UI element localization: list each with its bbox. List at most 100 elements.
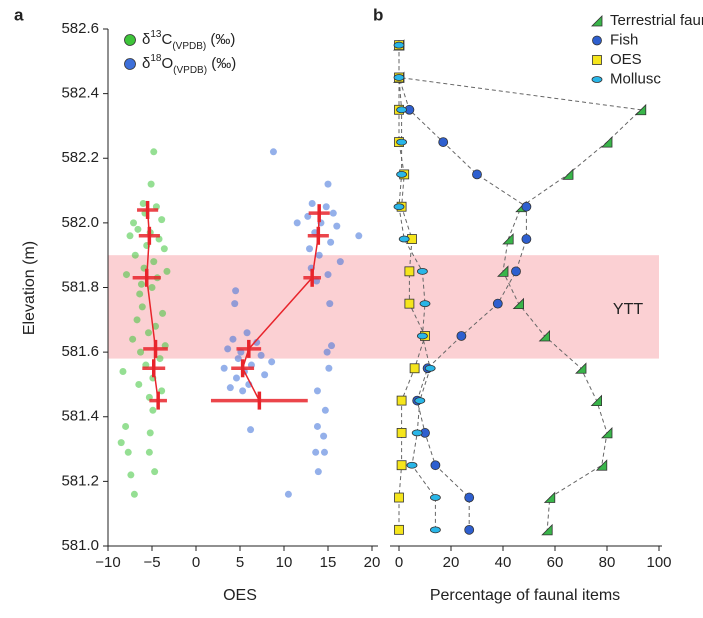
marker [575,362,587,374]
x-tick-label: −10 [95,554,120,571]
point [355,232,363,240]
marker [430,460,441,471]
point [124,448,132,456]
x-tick-label: 10 [276,554,293,571]
series-line [398,45,436,530]
legend-marker [591,76,603,83]
point [147,180,155,188]
y-tick-label: 581.8 [61,278,99,295]
marker [429,494,441,501]
panel-label: a [14,5,24,24]
x-tick-label: 5 [236,554,244,571]
point [150,148,158,156]
marker [396,171,408,178]
point [117,439,125,447]
point [325,364,333,372]
point [138,303,146,311]
marker [512,297,524,310]
marker [414,397,426,404]
marker [521,201,532,212]
legend-label: Fish [610,31,638,48]
x-tick-label: 60 [547,554,564,571]
point [134,225,142,233]
y-tick-label: 582.4 [61,85,99,102]
marker [396,395,407,406]
marker [419,300,431,308]
marker [541,523,553,536]
x-tick-label: 0 [192,554,200,571]
point [261,371,269,379]
point [232,374,240,382]
y-tick-label: 581.0 [61,537,99,554]
point [320,448,328,456]
marker [456,331,467,341]
point [312,448,320,456]
x-tick-label: 20 [364,554,381,571]
point [226,384,234,392]
point [324,271,332,279]
y-tick-label: 581.2 [61,472,99,489]
point [126,232,134,240]
point [313,387,321,395]
series-line [398,45,527,530]
marker [424,364,436,372]
marker [562,168,574,180]
marker [409,363,420,374]
point [284,490,292,498]
point [239,387,247,395]
point [220,364,228,372]
point [247,426,255,434]
point [253,338,261,346]
marker [601,426,613,439]
legend-label: OES [610,51,642,68]
point [315,251,323,259]
point [243,329,251,337]
point [145,448,153,456]
marker [502,233,514,245]
marker [464,492,475,503]
x-tick-label: −5 [143,554,160,571]
marker [521,234,532,244]
y-tick-label: 581.4 [61,408,99,425]
marker [511,266,521,277]
point [130,490,138,498]
point [135,380,143,388]
point [160,245,168,253]
point [328,342,336,350]
marker [411,429,423,437]
legend-marker [124,58,136,70]
legend-marker [592,35,602,46]
marker [393,203,405,211]
point [326,300,334,308]
point [336,258,344,266]
point [306,245,314,253]
ytt-band [108,255,659,359]
y-tick-label: 582.6 [61,20,99,37]
point [232,287,240,295]
legend-label: δ18O(VPDB) (‰) [142,53,236,76]
point [129,335,137,343]
marker [472,169,482,180]
point [122,422,130,430]
x-tick-label: 100 [646,554,671,571]
marker [398,235,410,243]
point [148,284,156,291]
point [137,280,145,288]
x-tick-label: 20 [443,554,460,571]
point [144,329,152,337]
y-tick-label: 582.2 [61,149,99,166]
marker [429,526,441,534]
point [293,219,301,227]
marker [543,491,556,503]
marker [492,298,503,309]
y-axis-label: Elevation (m) [21,241,38,335]
legend-marker [124,34,136,46]
y-tick-label: 582.0 [61,214,99,231]
x-axis-label: OES [223,587,257,604]
series-line [398,45,642,530]
point [320,432,328,440]
marker [438,137,449,147]
point [231,300,239,308]
point [313,422,321,430]
